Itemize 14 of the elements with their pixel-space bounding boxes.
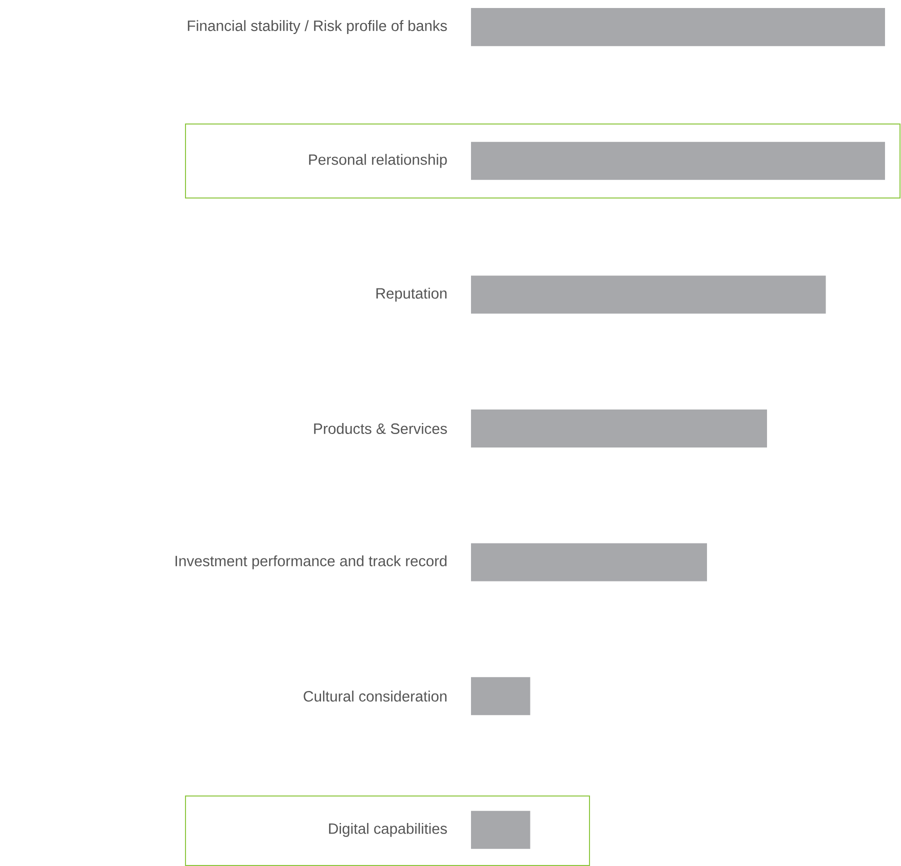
bar [471, 543, 707, 582]
y-tick-label: Financial stability / Risk profile of banks [188, 20, 447, 34]
y-tick-label: Digital capabilities [329, 822, 447, 837]
bar [471, 810, 530, 849]
y-tick-label: Investment performance and track record [176, 555, 446, 570]
y-tick-label: Products & Services [314, 423, 447, 434]
y-tick-label: Cultural consideration [304, 690, 446, 702]
bar [471, 677, 530, 716]
bar [471, 142, 886, 180]
bar [471, 8, 886, 46]
y-tick-label: Reputation [376, 288, 447, 302]
bar [471, 276, 826, 314]
y-tick-label: Personal relationship [309, 154, 447, 168]
bar [471, 409, 768, 448]
